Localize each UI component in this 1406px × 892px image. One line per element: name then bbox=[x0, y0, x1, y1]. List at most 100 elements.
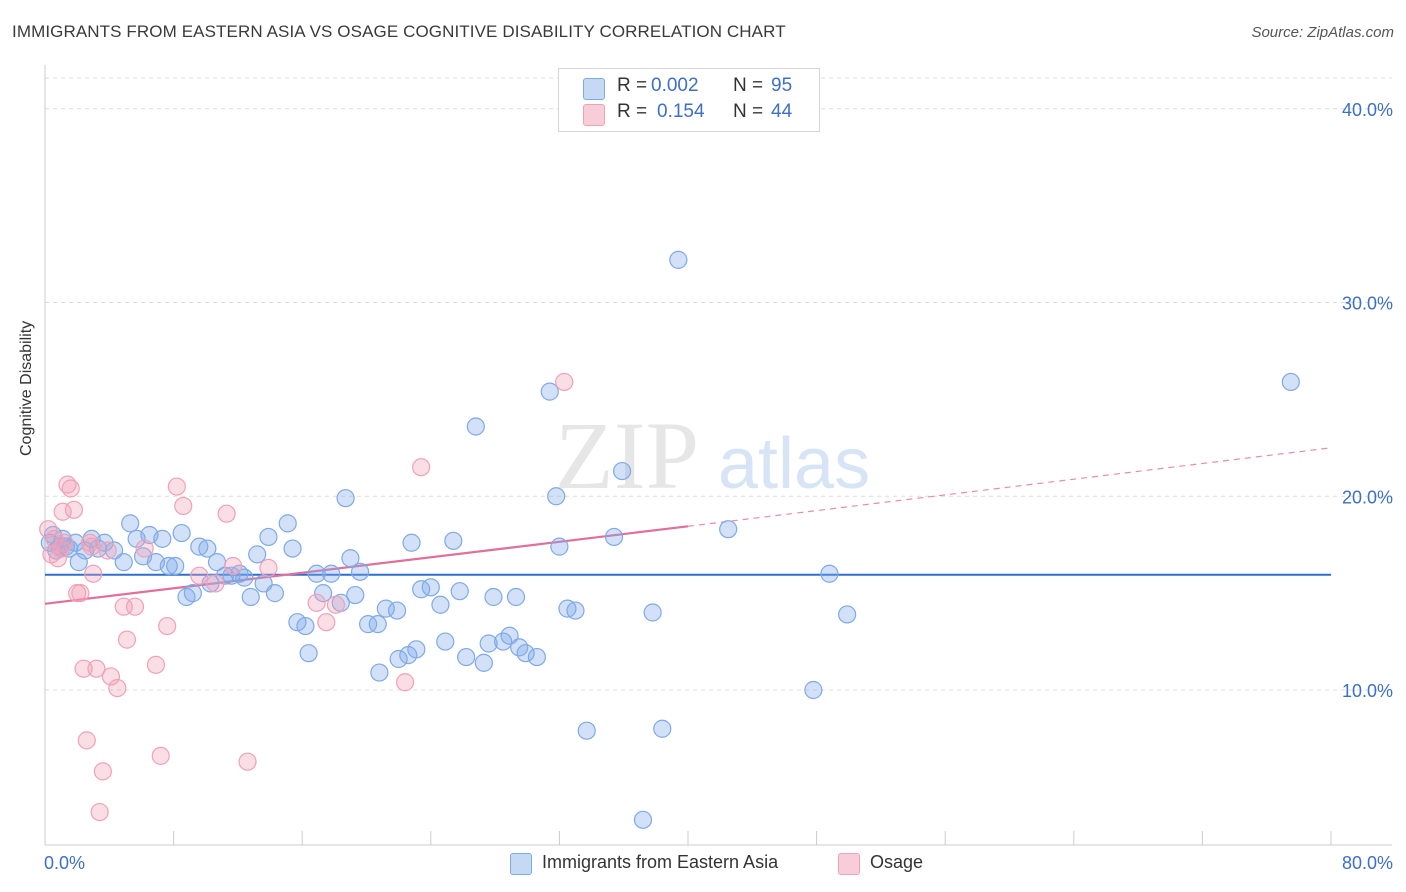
data-point-eastern-asia bbox=[500, 626, 519, 645]
data-point-eastern-asia bbox=[402, 533, 421, 552]
data-point-osage bbox=[39, 520, 58, 539]
data-point-osage bbox=[71, 584, 90, 603]
data-point-eastern-asia bbox=[368, 615, 387, 634]
data-point-eastern-asia bbox=[359, 615, 378, 634]
data-point-eastern-asia bbox=[820, 564, 839, 583]
data-point-eastern-asia bbox=[407, 640, 426, 659]
y-tick-label: 30.0% bbox=[1342, 294, 1393, 314]
data-point-eastern-asia bbox=[69, 553, 88, 572]
data-point-eastern-asia bbox=[550, 537, 569, 556]
legend-swatch-blue bbox=[583, 78, 605, 100]
n-label: N = bbox=[733, 101, 764, 122]
data-point-eastern-asia bbox=[299, 644, 318, 663]
data-point-osage bbox=[217, 504, 236, 523]
data-point-eastern-asia bbox=[121, 514, 140, 533]
data-point-osage bbox=[82, 537, 101, 556]
data-point-eastern-asia bbox=[450, 582, 469, 601]
trend-lines bbox=[44, 447, 1332, 605]
data-point-osage bbox=[98, 541, 117, 560]
data-point-osage bbox=[167, 477, 186, 496]
trend-line-osage bbox=[44, 525, 689, 605]
data-point-osage bbox=[64, 500, 84, 519]
watermark-zip: ZIP bbox=[555, 402, 699, 509]
data-point-eastern-asia bbox=[241, 587, 260, 607]
data-point-eastern-asia bbox=[466, 417, 485, 436]
data-point-eastern-asia bbox=[436, 632, 455, 651]
y-tick-label: 10.0% bbox=[1342, 681, 1393, 701]
data-point-eastern-asia bbox=[259, 527, 278, 547]
data-point-eastern-asia bbox=[278, 514, 297, 533]
data-point-eastern-asia bbox=[322, 564, 341, 583]
data-point-osage bbox=[90, 802, 109, 822]
watermark: ZIP atlas bbox=[555, 402, 870, 509]
data-point-osage bbox=[190, 566, 209, 585]
data-point-eastern-asia bbox=[479, 634, 498, 653]
data-point-eastern-asia bbox=[457, 647, 476, 667]
data-point-eastern-asia bbox=[307, 564, 326, 583]
data-point-eastern-asia bbox=[484, 587, 503, 607]
data-point-eastern-asia bbox=[387, 601, 407, 620]
data-point-osage bbox=[555, 372, 574, 392]
data-point-eastern-asia bbox=[105, 541, 124, 560]
data-point-osage bbox=[93, 762, 112, 781]
y-tick-label: 40.0% bbox=[1342, 100, 1393, 120]
data-point-eastern-asia bbox=[376, 599, 395, 618]
n-value: 44 bbox=[771, 101, 793, 122]
data-point-eastern-asia bbox=[283, 539, 302, 558]
data-point-osage bbox=[317, 613, 336, 632]
data-point-osage bbox=[101, 667, 121, 686]
data-point-eastern-asia bbox=[341, 549, 360, 568]
y-axis-label: Cognitive Disability bbox=[18, 320, 35, 456]
legend-swatch-blue bbox=[510, 853, 532, 875]
data-point-eastern-asia bbox=[474, 653, 493, 672]
r-value: 0.002 bbox=[651, 75, 699, 96]
data-point-eastern-asia bbox=[114, 553, 133, 572]
x-tick-label: 0.0% bbox=[44, 853, 85, 873]
data-point-osage bbox=[77, 731, 96, 750]
data-point-osage bbox=[206, 574, 225, 593]
data-point-osage bbox=[412, 458, 431, 477]
data-point-eastern-asia bbox=[153, 529, 172, 548]
data-point-osage bbox=[53, 502, 72, 521]
data-point-osage bbox=[48, 549, 67, 568]
data-point-osage bbox=[117, 630, 137, 649]
data-point-eastern-asia bbox=[540, 382, 559, 401]
trend-line-osage-extension bbox=[687, 447, 1332, 527]
data-point-osage bbox=[51, 539, 71, 558]
data-point-eastern-asia bbox=[166, 556, 185, 576]
data-point-eastern-asia bbox=[719, 520, 738, 539]
data-point-eastern-asia bbox=[1281, 372, 1300, 392]
data-point-eastern-asia bbox=[389, 649, 408, 669]
x-tick-label: 80.0% bbox=[1342, 853, 1393, 873]
data-point-eastern-asia bbox=[527, 647, 546, 667]
data-point-eastern-asia bbox=[350, 562, 370, 581]
legend-swatch-pink bbox=[583, 104, 605, 126]
n-value: 95 bbox=[771, 75, 793, 96]
data-point-eastern-asia bbox=[248, 545, 267, 564]
data-point-osage bbox=[74, 659, 93, 678]
axes bbox=[44, 65, 1392, 846]
data-point-eastern-asia bbox=[612, 461, 632, 481]
chart-title: IMMIGRANTS FROM EASTERN ASIA VS OSAGE CO… bbox=[12, 22, 786, 41]
data-point-eastern-asia bbox=[669, 250, 688, 269]
data-point-eastern-asia bbox=[653, 719, 672, 738]
r-label: R = bbox=[617, 75, 648, 96]
tick-labels: 10.0% 20.0% 30.0% 40.0% 0.0% 80.0% bbox=[44, 100, 1393, 873]
data-point-eastern-asia bbox=[577, 721, 596, 740]
data-point-osage bbox=[135, 539, 154, 558]
data-point-eastern-asia bbox=[159, 556, 178, 576]
data-point-osage bbox=[146, 655, 166, 674]
data-point-osage bbox=[307, 593, 326, 612]
data-point-eastern-asia bbox=[296, 616, 315, 636]
data-point-eastern-asia bbox=[804, 680, 823, 700]
legend-swatch-pink bbox=[838, 853, 860, 875]
data-point-osage bbox=[61, 479, 80, 498]
data-point-osage bbox=[125, 597, 145, 616]
data-point-osage bbox=[108, 678, 127, 698]
data-point-eastern-asia bbox=[235, 568, 254, 587]
data-point-eastern-asia bbox=[336, 489, 355, 508]
watermark-atlas: atlas bbox=[718, 424, 870, 504]
data-point-osage bbox=[238, 752, 257, 771]
data-point-osage bbox=[55, 533, 74, 552]
r-value: 0.154 bbox=[657, 101, 705, 122]
